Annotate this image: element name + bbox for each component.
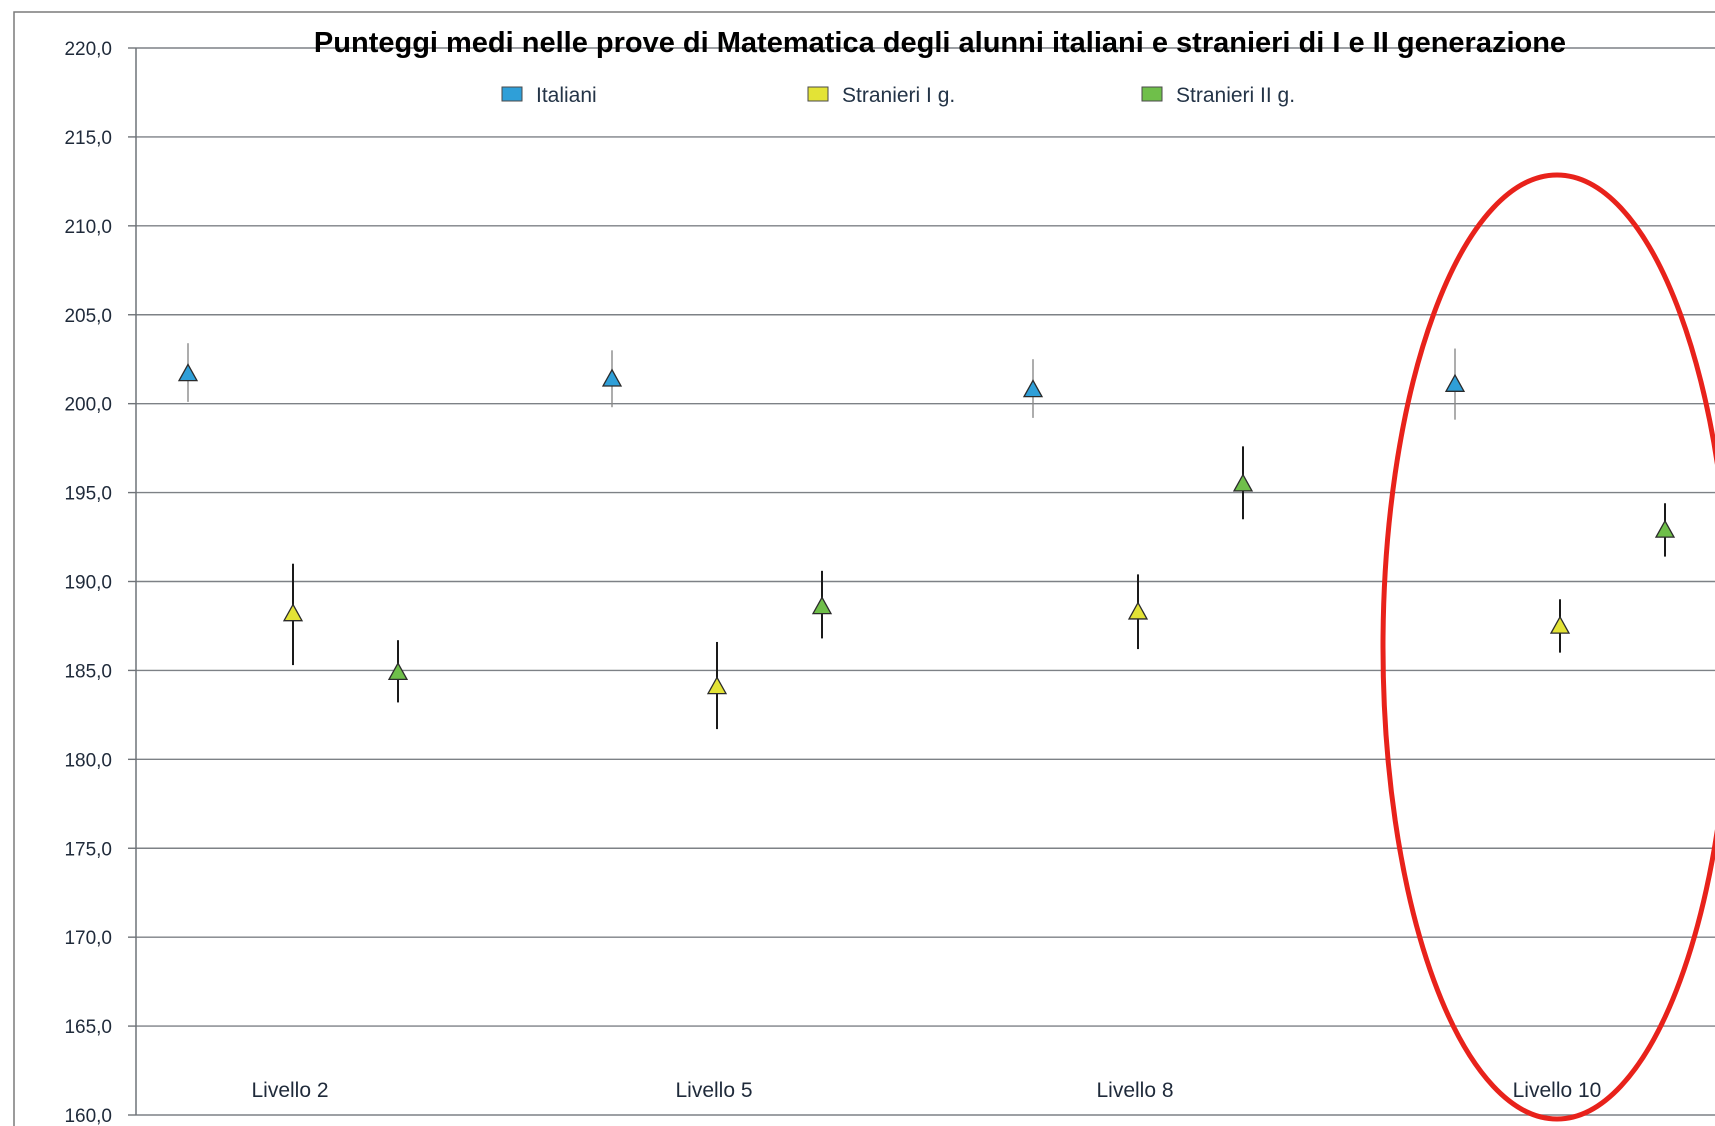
legend-swatch [1141, 86, 1163, 102]
legend-label: Stranieri I g. [842, 84, 955, 107]
category-label: Livello 10 [1513, 1079, 1602, 1102]
y-tick-label: 205,0 [64, 306, 112, 327]
y-tick-label: 200,0 [64, 395, 112, 416]
data-point [601, 368, 623, 387]
data-series [177, 343, 1676, 730]
data-point [1549, 615, 1571, 634]
data-point [1232, 473, 1254, 492]
data-point [1127, 601, 1149, 620]
legend-swatch [807, 86, 829, 102]
series-group [387, 446, 1676, 703]
y-tick-label: 215,0 [64, 128, 112, 149]
data-point [811, 596, 833, 615]
chart-title: Punteggi medi nelle prove di Matematica … [314, 27, 1566, 59]
y-tick-label: 165,0 [64, 1017, 112, 1038]
y-tick-label: 170,0 [64, 928, 112, 949]
y-tick-label: 185,0 [64, 661, 112, 682]
data-point [387, 661, 409, 681]
y-tick-label: 180,0 [64, 750, 112, 771]
legend-label: Stranieri II g. [1176, 84, 1295, 107]
gridlines [136, 47, 1715, 1116]
y-tick-label: 195,0 [64, 484, 112, 505]
y-tick-label: 190,0 [64, 573, 112, 594]
legend-swatch [501, 86, 523, 102]
y-axis-ticks: 160,0 165,0 170,0 175,0 180,0 185,0 190,0 195,0… [64, 39, 136, 1126]
y-tick-label: 175,0 [64, 839, 112, 860]
data-point [706, 676, 728, 695]
category-label: Livello 8 [1096, 1079, 1173, 1102]
y-tick-label: 210,0 [64, 217, 112, 238]
y-tick-label: 160,0 [64, 1106, 112, 1126]
legend-label: Italiani [536, 84, 597, 107]
highlight-ellipse [1380, 172, 1715, 1122]
data-point [282, 603, 304, 622]
series-group [177, 343, 1466, 420]
data-point [1022, 379, 1044, 398]
category-label: Livello 2 [251, 1079, 328, 1102]
chart-frame [13, 11, 1715, 1126]
category-label: Livello 5 [675, 1079, 752, 1102]
data-point [1654, 519, 1676, 538]
y-tick-label: 220,0 [64, 39, 112, 60]
series-group [282, 563, 1571, 730]
legend: Italiani Stranieri I g. Stranieri II g. [501, 84, 1295, 107]
data-point [1444, 373, 1466, 392]
data-point [177, 363, 199, 382]
category-labels: Livello 2 Livello 5 Livello 8 Livello 10 [251, 1079, 1601, 1102]
